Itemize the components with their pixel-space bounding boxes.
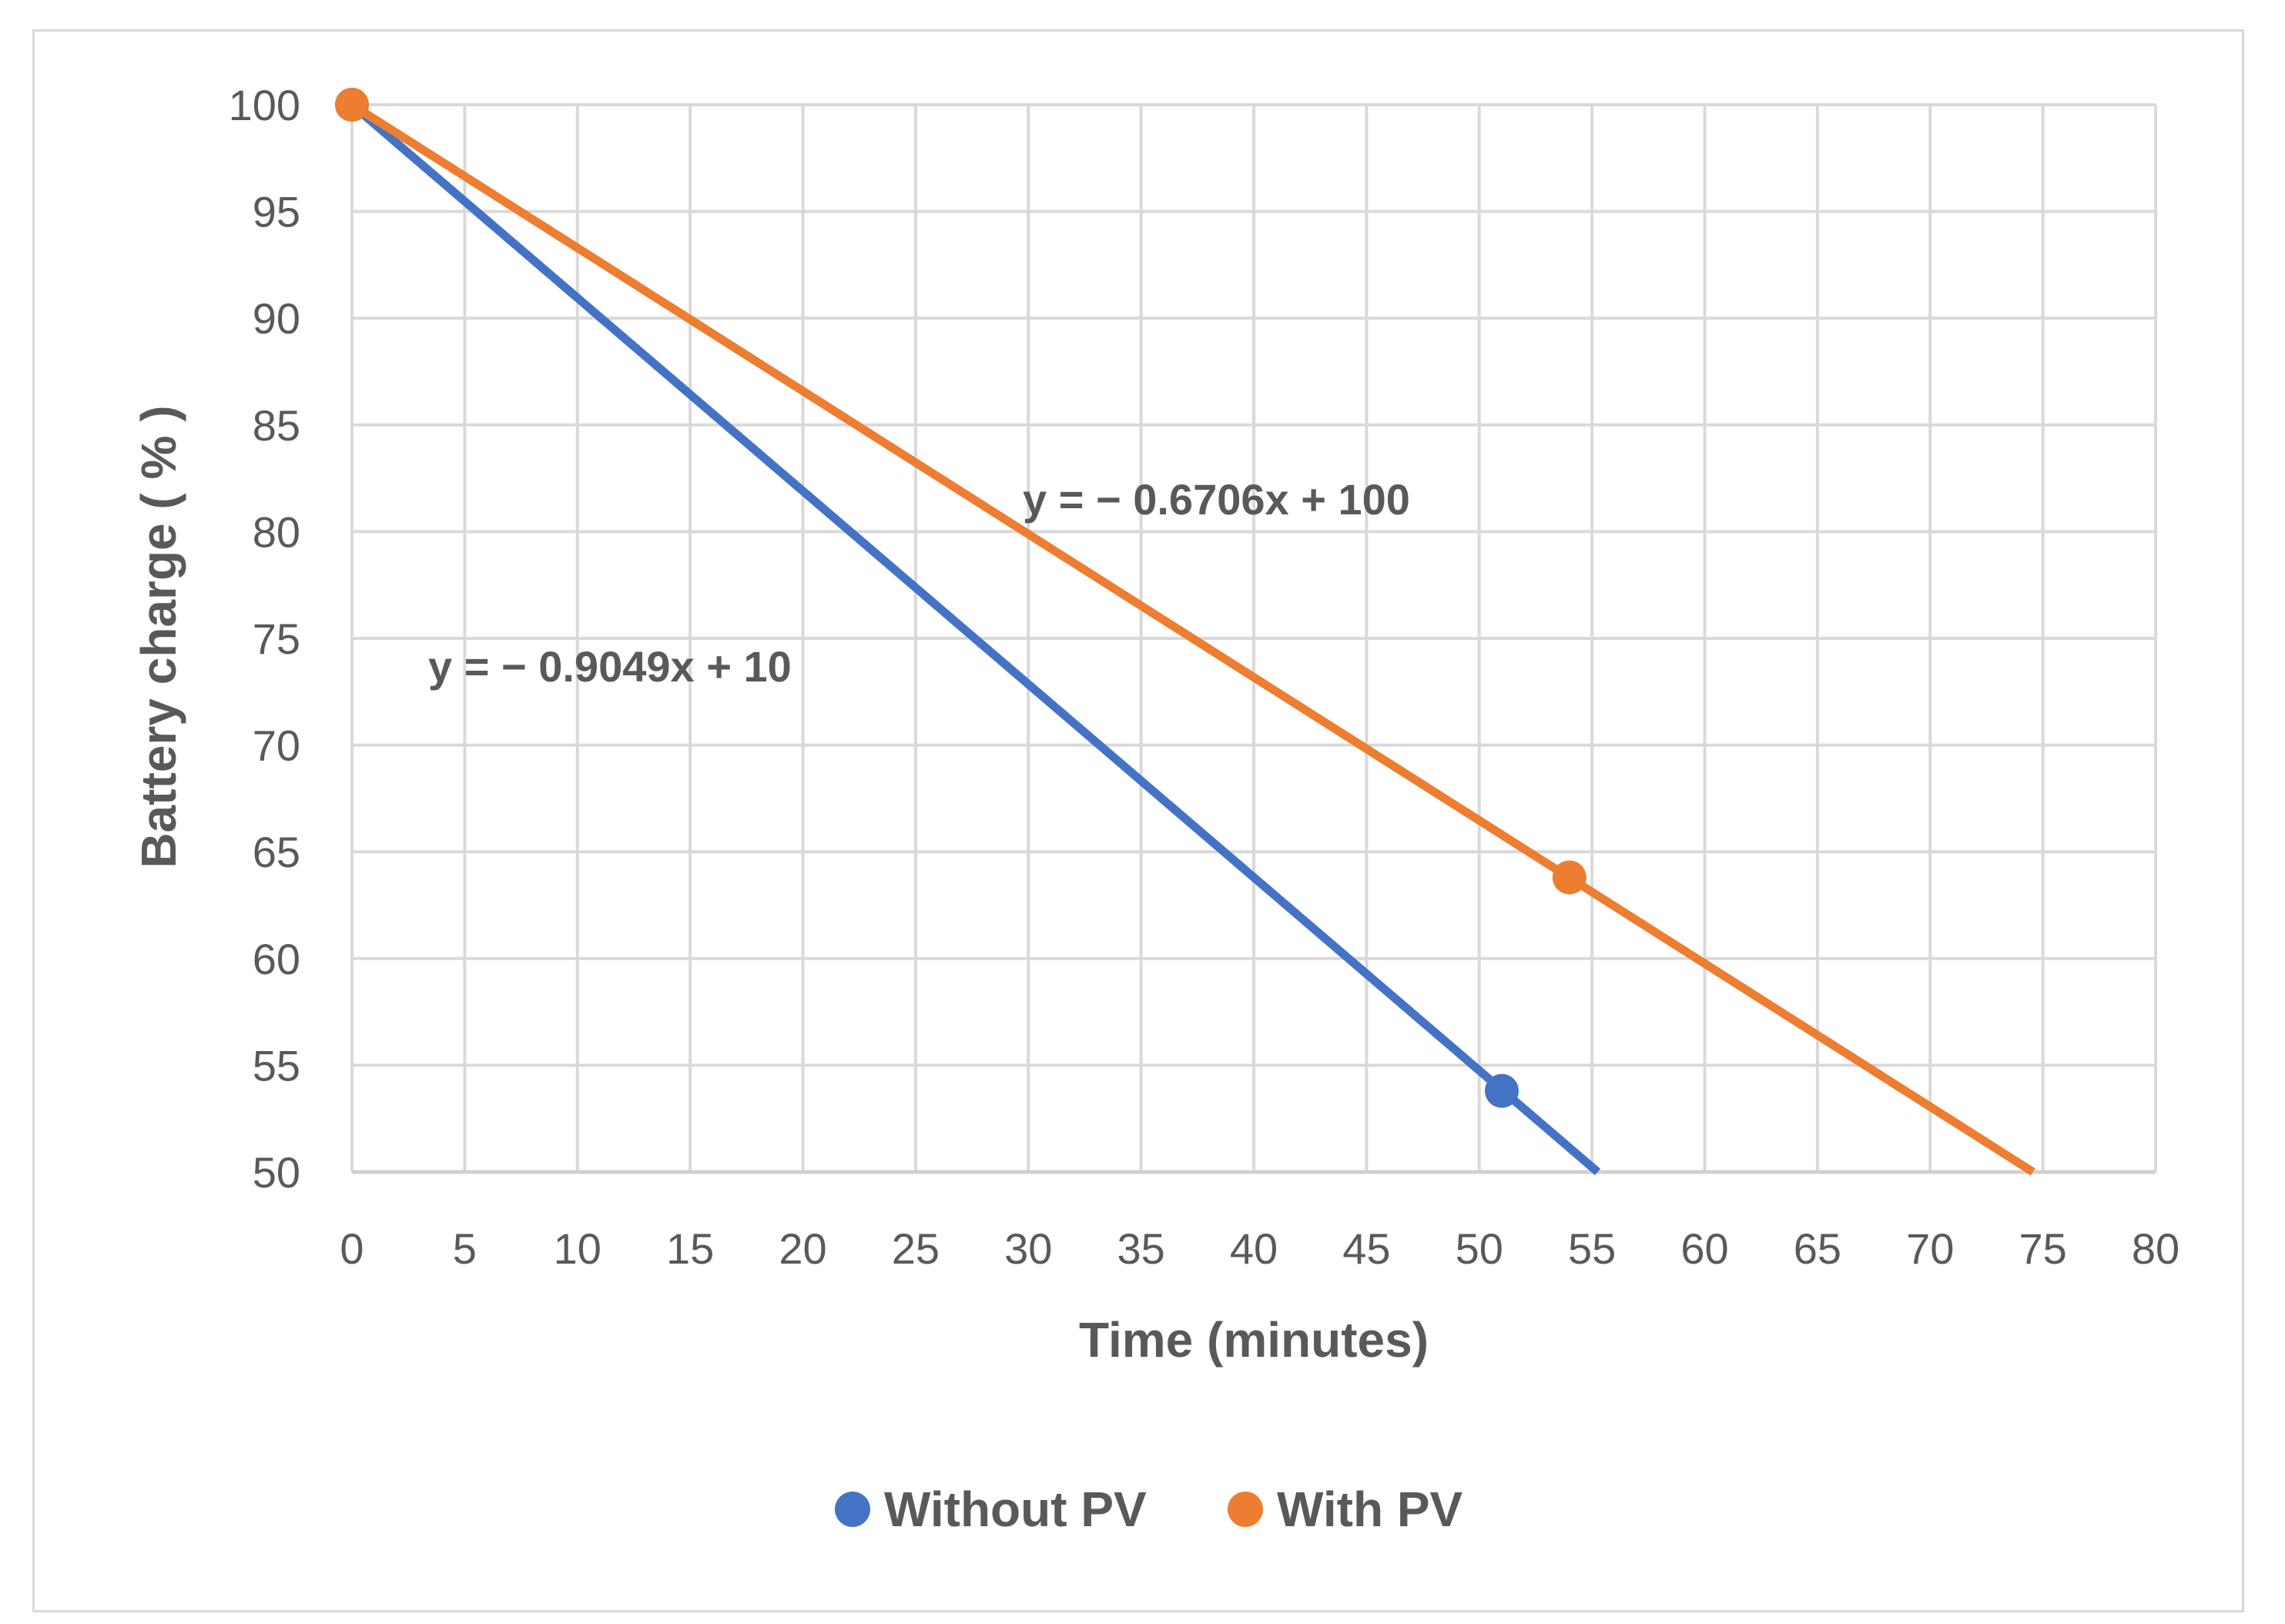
y-tick-label: 85 (253, 401, 300, 450)
x-tick-label: 10 (554, 1224, 601, 1273)
x-tick-label: 80 (2132, 1224, 2179, 1273)
y-tick-label: 70 (253, 722, 300, 770)
x-tick-labels: 0 5 10 15 20 25 30 35 40 45 50 55 60 65 70 75 80 (340, 1224, 2179, 1273)
y-tick-label: 55 (253, 1041, 300, 1090)
y-tick-label: 95 (253, 188, 300, 236)
y-tick-label: 80 (253, 507, 300, 556)
x-tick-label: 15 (666, 1224, 714, 1273)
x-tick-label: 25 (892, 1224, 940, 1273)
legend-marker-without-pv (835, 1492, 870, 1527)
chart-frame (32, 29, 2244, 1612)
x-tick-label: 70 (1906, 1224, 1954, 1273)
legend-marker-with-pv (1228, 1492, 1263, 1527)
x-tick-label: 45 (1342, 1224, 1390, 1273)
y-tick-label: 65 (253, 828, 300, 876)
series-lines (349, 101, 2035, 1176)
trendline-equation-with-pv: y = − 0.6706x + 100 (1023, 475, 1410, 524)
x-tick-label: 20 (779, 1224, 826, 1273)
grid (350, 103, 2157, 1174)
y-tick-label: 60 (253, 935, 300, 983)
x-tick-label: 0 (340, 1224, 364, 1273)
series-points (335, 88, 1586, 1108)
y-tick-labels: 50 55 60 65 70 75 80 85 90 95 100 (229, 81, 300, 1197)
x-tick-label: 5 (453, 1224, 477, 1273)
x-tick-label: 50 (1456, 1224, 1503, 1273)
x-tick-label: 30 (1004, 1224, 1052, 1273)
y-axis-title: Battery charge ( % ) (131, 405, 186, 868)
data-point-with-pv (1552, 860, 1586, 895)
legend: Without PV With PV (835, 1482, 1463, 1537)
x-tick-label: 60 (1680, 1224, 1728, 1273)
trendline-without-pv (349, 101, 1601, 1176)
data-point-with-pv (335, 88, 369, 122)
data-point-without-pv (1485, 1073, 1519, 1108)
x-tick-label: 40 (1230, 1224, 1278, 1273)
legend-label-with-pv: With PV (1277, 1482, 1463, 1537)
x-axis-title: Time (minutes) (1079, 1312, 1429, 1368)
y-tick-label: 50 (253, 1148, 300, 1197)
x-tick-label: 55 (1568, 1224, 1616, 1273)
y-tick-label: 75 (253, 614, 300, 663)
legend-label-without-pv: Without PV (884, 1482, 1147, 1537)
trendline-with-pv (350, 101, 2035, 1176)
x-tick-label: 35 (1117, 1224, 1164, 1273)
y-tick-label: 90 (253, 294, 300, 343)
x-tick-label: 75 (2019, 1224, 2066, 1273)
trendline-equation-without-pv: y = − 0.9049x + 10 (428, 642, 792, 691)
x-tick-label: 65 (1794, 1224, 1841, 1273)
y-tick-label: 100 (229, 81, 300, 129)
